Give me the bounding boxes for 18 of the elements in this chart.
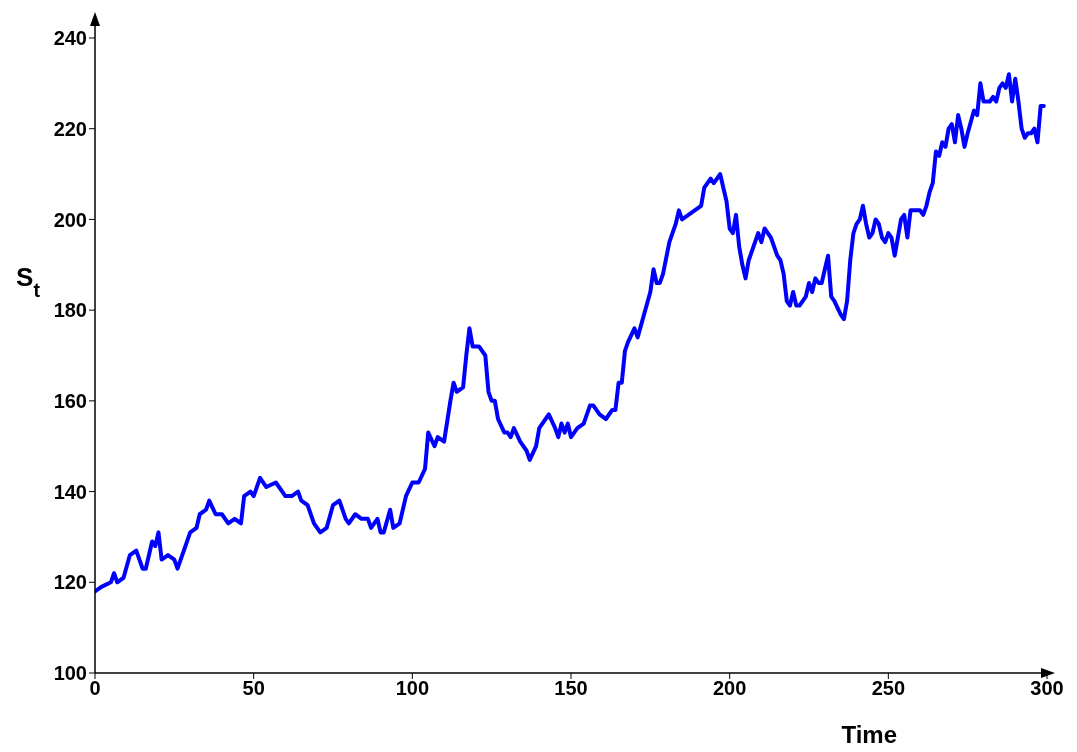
x-axis-title: Time	[841, 721, 897, 748]
y-axis-title: S$_{t}$	[16, 261, 41, 301]
y-tick-label: 160	[53, 389, 87, 412]
x-tick-label: 0	[89, 677, 101, 700]
x-tick-label: 100	[395, 677, 430, 700]
x-tick-label: 150	[554, 677, 588, 700]
line-series	[95, 72, 1046, 594]
x-tick-label: 300	[1030, 677, 1064, 700]
y-tick-label: 240	[53, 27, 87, 50]
y-tick-label: 140	[53, 480, 87, 503]
x-tick-label: 200	[712, 677, 747, 700]
y-tick-label: 200	[53, 208, 87, 231]
y-tick-label: 100	[53, 662, 87, 685]
y-tick-label: 180	[53, 299, 87, 322]
x-tick-label: 50	[242, 677, 265, 700]
y-tick-label: 120	[53, 571, 87, 594]
y-tick-label: 220	[53, 117, 87, 140]
x-tick-label: 250	[871, 677, 906, 700]
